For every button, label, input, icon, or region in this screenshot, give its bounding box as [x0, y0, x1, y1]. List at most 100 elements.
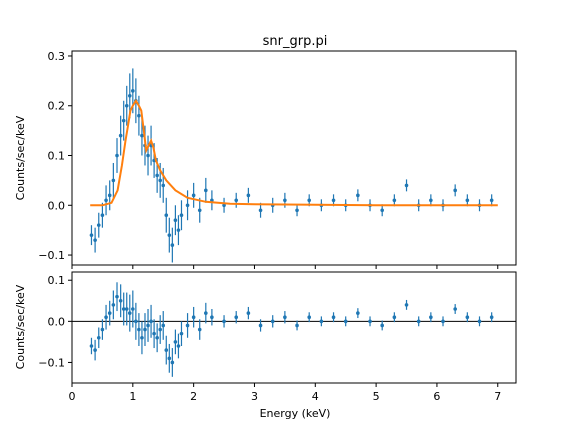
top-data-point [104, 198, 108, 203]
bottom-data-point [319, 319, 324, 324]
bottom-data-point [416, 319, 421, 324]
bottom-data-point [161, 323, 166, 328]
residual-panel-frame [71, 271, 517, 384]
top-data-point [127, 93, 132, 98]
bottom-data-point [246, 311, 251, 315]
bottom-data-point [380, 323, 384, 328]
bottom-data-point [477, 319, 482, 324]
bottom-data-point [96, 335, 101, 340]
bottom-data-point [176, 344, 181, 348]
residual-panel-y-ticks: −0.1 0.0 0.1 [38, 274, 72, 369]
bottom-data-point [307, 315, 312, 320]
top-data-point [234, 198, 239, 203]
residual-panel-y-axis-label: Counts/sec/keV [14, 284, 27, 369]
top-data-point [307, 198, 312, 203]
bottom-data-point [140, 335, 144, 340]
top-y-tick-label: 0.0 [48, 199, 66, 212]
x-tick-label: 5 [373, 390, 380, 403]
top-data-point [164, 213, 169, 218]
top-data-point [118, 133, 123, 138]
bottom-data-point [270, 319, 275, 324]
top-data-point [283, 198, 287, 203]
x-tick-label: 0 [69, 390, 76, 403]
bottom-data-point [111, 303, 116, 307]
top-data-point [170, 243, 175, 247]
top-data-point [179, 213, 184, 218]
fit-panel-y-axis-label: Counts/sec/keV [14, 115, 27, 200]
x-tick-label: 6 [433, 390, 440, 403]
top-data-point [140, 133, 144, 138]
bottom-data-point [356, 311, 360, 315]
model-fit-line [90, 98, 498, 207]
bottom-data-point [441, 319, 445, 324]
bottom-data-point [149, 319, 153, 324]
bottom-data-point [115, 294, 119, 299]
top-data-point [137, 113, 141, 118]
bottom-data-point [392, 315, 397, 320]
top-data-point [489, 198, 494, 203]
top-data-point [204, 188, 208, 193]
bottom-data-point [173, 340, 178, 344]
bottom-data-point [283, 315, 287, 320]
top-data-point [107, 193, 112, 198]
bottom-data-point [404, 303, 409, 307]
bottom-data-point [197, 327, 202, 332]
bottom-data-point [164, 348, 169, 352]
bottom-data-point [295, 323, 299, 328]
x-tick-label: 4 [312, 390, 319, 403]
top-data-point [210, 198, 214, 203]
fit-panel-x-ticks [71, 265, 499, 269]
residual-panel: −0.1 0.0 0.1 0 1 2 3 4 5 6 7 Counts/sec/keV Energ… [14, 271, 517, 420]
top-data-point [155, 173, 159, 178]
top-data-point [465, 198, 470, 203]
bottom-data-point [127, 311, 132, 315]
bottom-data-point [155, 335, 159, 340]
top-data-point [380, 208, 384, 213]
residual-panel-data-points [89, 282, 494, 377]
top-data-point [131, 89, 135, 93]
bottom-data-point [131, 307, 135, 311]
top-y-tick-label: −0.1 [38, 249, 65, 262]
top-data-point [93, 238, 97, 242]
chart-title: snr_grp.pi [263, 34, 328, 49]
bottom-data-point [134, 319, 138, 324]
x-tick-label: 2 [190, 390, 197, 403]
top-y-tick-label: 0.2 [48, 100, 66, 113]
bottom-data-point [167, 356, 172, 361]
bottom-data-point [368, 319, 372, 324]
bottom-data-point [143, 327, 147, 332]
bottom-data-point [234, 315, 239, 320]
bottom-data-point [121, 307, 126, 311]
bottom-data-point [107, 311, 112, 315]
bottom-data-point [204, 311, 208, 315]
top-data-point [392, 198, 397, 203]
top-data-point [197, 208, 202, 213]
top-y-tick-label: 0.1 [48, 150, 66, 163]
top-data-point [295, 208, 299, 213]
bottom-data-point [179, 331, 184, 336]
top-data-point [404, 183, 409, 188]
x-tick-label: 7 [494, 390, 501, 403]
fit-panel-model [90, 98, 498, 207]
top-data-point [173, 218, 178, 223]
fit-panel-frame [71, 50, 517, 266]
bottom-y-tick-label: −0.1 [38, 356, 65, 369]
bottom-data-point [104, 315, 108, 320]
x-tick-label: 1 [129, 390, 136, 403]
x-tick-label: 3 [251, 390, 258, 403]
top-data-point [100, 213, 105, 218]
bottom-data-point [124, 307, 129, 311]
top-data-point [185, 203, 190, 208]
top-data-point [167, 233, 172, 237]
top-y-tick-label: 0.3 [48, 50, 66, 63]
top-data-point [146, 153, 150, 158]
bottom-data-point [170, 360, 175, 365]
top-data-point [96, 223, 101, 227]
bottom-data-point [191, 315, 196, 320]
bottom-data-point [185, 323, 190, 328]
bottom-data-point [465, 315, 470, 320]
bottom-data-point [343, 319, 348, 324]
top-data-point [111, 178, 116, 183]
top-data-point [158, 178, 162, 183]
